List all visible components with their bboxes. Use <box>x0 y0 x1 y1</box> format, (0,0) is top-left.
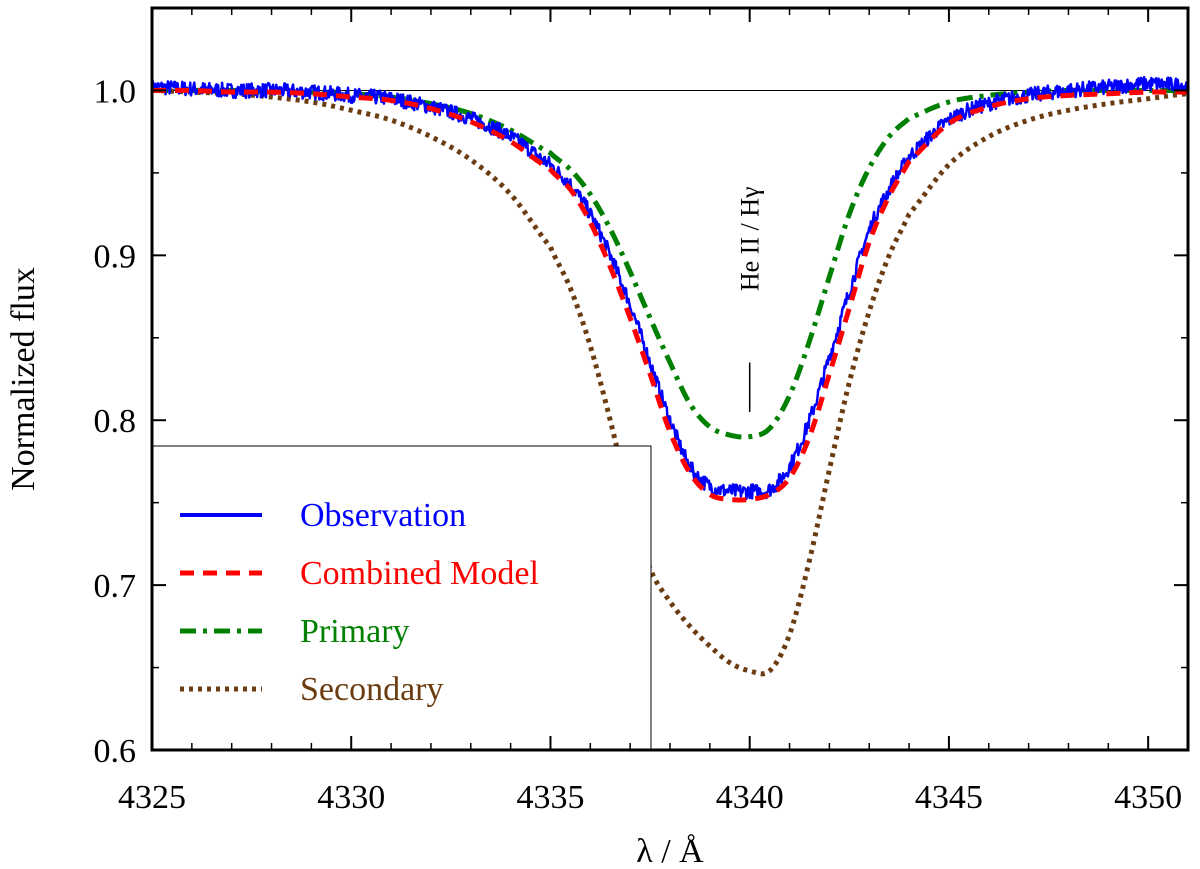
series-line-combined-model <box>152 87 1188 503</box>
y-tick-label: 0.8 <box>94 403 137 440</box>
x-tick-label: 4345 <box>915 779 983 816</box>
legend-box <box>151 445 652 751</box>
x-tick-label: 4335 <box>516 779 584 816</box>
series-layer <box>152 75 1188 677</box>
y-tick-label: 0.9 <box>94 238 137 275</box>
legend-label-combined-model: Combined Model <box>300 555 539 592</box>
y-tick-label: 1.0 <box>94 73 137 110</box>
annotation-label: He II / Hγ <box>736 187 765 292</box>
annotation-layer: He II / Hγ <box>736 187 765 412</box>
y-tick-label: 0.7 <box>94 568 137 605</box>
legend-label-primary: Primary <box>300 613 410 650</box>
series-line-observation <box>152 75 1188 500</box>
plot-frame <box>150 6 1190 752</box>
legend: Observation Combined Model Primary Secondar… <box>151 445 652 751</box>
x-tick-label: 4325 <box>118 779 186 816</box>
y-axis-label: Normalized flux <box>5 267 42 491</box>
legend-label-secondary: Secondary <box>300 671 444 708</box>
axis-ticks: 4325 4330 4335 4340 4345 4350 0.6 0.7 0.8 0.9 1.0 <box>94 7 1188 816</box>
legend-label-observation: Observation <box>300 497 466 534</box>
series-line-primary <box>152 87 1188 440</box>
y-tick-label: 0.6 <box>94 733 137 770</box>
series-line-secondary <box>152 87 1188 677</box>
x-tick-label: 4330 <box>317 779 385 816</box>
x-tick-label: 4350 <box>1114 779 1182 816</box>
x-tick-label: 4340 <box>716 779 784 816</box>
x-axis-label: λ / Å <box>636 833 704 869</box>
